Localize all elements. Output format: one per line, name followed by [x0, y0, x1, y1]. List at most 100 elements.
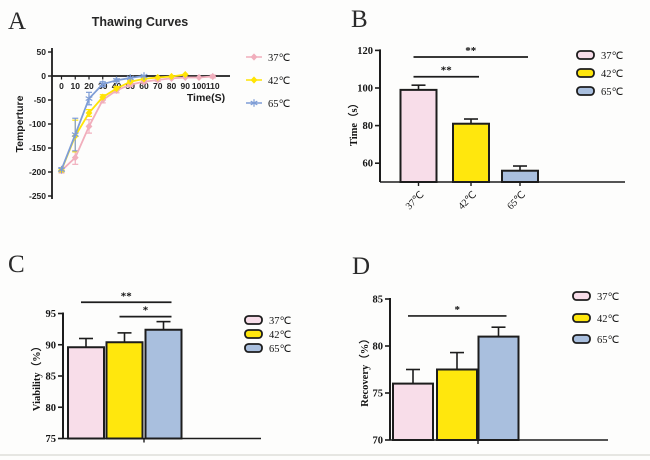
x-tick-label: 10 — [71, 81, 81, 91]
x-tick-label: 70 — [153, 81, 163, 91]
y-tick-label: 75 — [373, 389, 384, 400]
y-tick-label: -100 — [29, 119, 46, 129]
series-marker-diamond — [113, 84, 120, 93]
series-marker-star — [99, 81, 107, 87]
legend-swatch — [244, 329, 263, 339]
scan-artifact-line — [0, 454, 650, 456]
panel-c: 75 80 85 90 95 Viability（%） * ** 37℃ 42℃ 65℃ C — [0, 230, 325, 460]
bar-37℃ — [392, 382, 434, 442]
panel-d: 70 75 80 85 Recovery（%） * 37℃ 42℃ 65℃ D — [325, 230, 650, 460]
recovery-bar-chart: 70 75 80 85 Recovery（%） * 37℃ 42℃ 65℃ — [358, 291, 620, 447]
series-marker-diamond — [126, 78, 134, 86]
x-tick-label: 65℃ — [505, 189, 528, 212]
x-tick-label: 0 — [59, 81, 64, 91]
panel-b: 60 80 100 120 Time（s） 37℃ 42℃ 65℃ ** ** 37℃ 42℃ 65℃ … — [325, 0, 650, 230]
y-tick-label: -250 — [29, 191, 46, 201]
legend-label: 37℃ — [601, 51, 624, 62]
y-tick-label: 85 — [46, 372, 57, 383]
series-marker-diamond — [85, 122, 93, 130]
bar-42℃ — [452, 122, 490, 183]
legend-swatch — [576, 50, 595, 60]
legend-label: 42℃ — [269, 330, 292, 341]
bar-65℃ — [501, 169, 539, 184]
x-tick-label: 20 — [84, 81, 94, 91]
x-axis-label: Time(S) — [187, 92, 225, 104]
series-marker-diamond — [195, 73, 203, 82]
y-tick-label: 90 — [46, 340, 57, 351]
y-tick-label: 60 — [363, 159, 374, 170]
series-marker-star — [71, 132, 79, 137]
series-line — [60, 73, 186, 171]
series-marker-diamond — [99, 93, 107, 101]
series-marker-star — [140, 73, 148, 79]
legend-swatch — [244, 343, 263, 353]
x-tick-label: 100 — [192, 81, 206, 91]
legend-label: 37℃ — [597, 292, 620, 303]
series-marker-diamond — [71, 154, 79, 162]
y-tick-label: 75 — [46, 434, 57, 445]
legend-swatch — [576, 86, 595, 96]
panel-b-letter: B — [351, 6, 368, 33]
legend-label: 65℃ — [268, 99, 291, 110]
x-tick-label: 37℃ — [404, 189, 427, 212]
legend-label: 65℃ — [269, 344, 292, 355]
panel-a-letter: A — [8, 8, 27, 35]
bar-37℃ — [399, 88, 438, 183]
legend-swatch — [576, 68, 595, 78]
y-axis-label: Time（s） — [347, 98, 360, 146]
series-marker-diamond — [168, 72, 175, 81]
legend-swatch — [572, 291, 591, 301]
series-marker-star — [112, 77, 121, 83]
significance-label: * — [455, 304, 461, 316]
y-tick-label: 80 — [373, 342, 384, 353]
significance-label: ** — [465, 45, 477, 57]
y-axis-label: Temperture — [14, 95, 26, 152]
y-tick-label: -200 — [29, 167, 46, 177]
series-marker-diamond — [250, 53, 258, 61]
y-tick-label: 70 — [373, 436, 384, 447]
y-tick-label: 85 — [373, 295, 384, 306]
legend-label: 65℃ — [601, 87, 624, 98]
series-marker-star — [57, 167, 66, 173]
y-axis-label: Recovery（%） — [358, 333, 371, 406]
legend-swatch — [572, 313, 591, 323]
series-marker-diamond — [250, 76, 258, 84]
x-tick-label: 90 — [181, 81, 191, 91]
legend-label: 37℃ — [268, 53, 291, 64]
legend-label: 42℃ — [597, 314, 620, 325]
thawing-time-bar-chart: 60 80 100 120 Time（s） 37℃ 42℃ 65℃ ** ** 37℃ 42℃ 65℃ — [347, 45, 625, 212]
y-tick-label: 80 — [46, 403, 57, 414]
bar-65℃ — [144, 328, 183, 440]
bar-65℃ — [477, 335, 520, 441]
legend-label: 65℃ — [597, 335, 620, 346]
panel-a-title: Thawing Curves — [91, 15, 189, 29]
y-tick-label: 50 — [37, 47, 47, 57]
legend-label: 42℃ — [601, 69, 624, 80]
series-marker-diamond — [209, 72, 217, 81]
panel-c-letter: C — [8, 251, 25, 278]
x-tick-label: 42℃ — [456, 189, 479, 212]
y-tick-label: -50 — [34, 95, 47, 105]
legend-label: 37℃ — [269, 316, 292, 327]
x-tick-label: 60 — [139, 81, 149, 91]
legend-label: 42℃ — [268, 76, 291, 87]
x-tick-label: 110 — [206, 81, 220, 91]
series-marker-star — [250, 100, 258, 106]
y-tick-label: 80 — [363, 121, 374, 132]
bar-37℃ — [67, 346, 105, 440]
panel-a: 500-50-100-150-200-250010203040506070809… — [0, 0, 330, 230]
legend-swatch — [244, 315, 263, 325]
series-marker-star — [126, 75, 134, 81]
x-tick-label: 80 — [167, 81, 177, 91]
significance-label: ** — [121, 290, 133, 302]
thawing-curves-line-chart: 500-50-100-150-200-250010203040506070809… — [14, 47, 291, 201]
y-tick-label: 95 — [46, 309, 57, 320]
y-tick-label: 120 — [357, 46, 373, 57]
series-marker-star — [85, 96, 93, 101]
series-marker-diamond — [154, 73, 162, 82]
y-axis-label: Viability（%） — [30, 341, 43, 411]
legend-swatch — [572, 334, 591, 344]
series-marker-diamond — [181, 70, 189, 79]
